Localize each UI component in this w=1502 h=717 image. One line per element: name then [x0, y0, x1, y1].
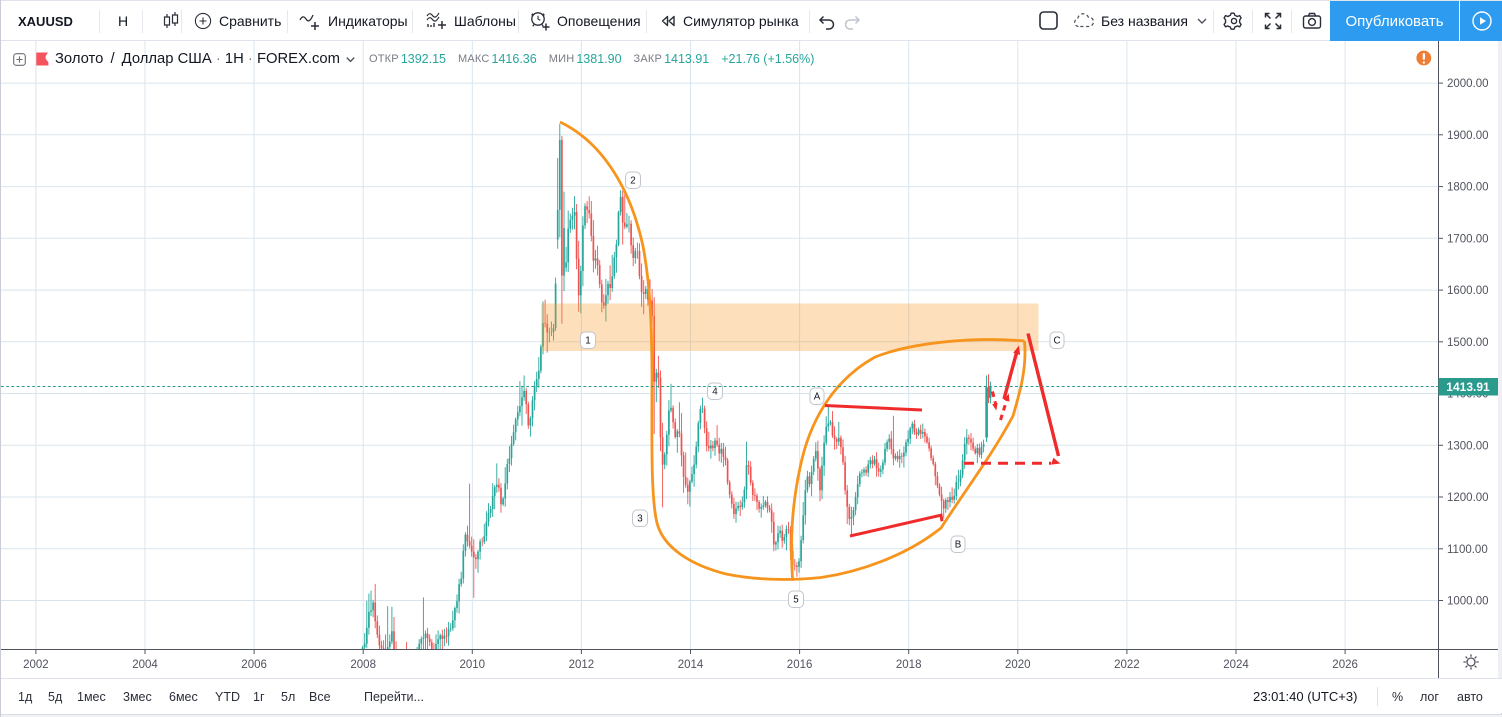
svg-text:2008: 2008 [350, 659, 376, 671]
svg-text:2000.00: 2000.00 [1447, 78, 1489, 90]
svg-text:1800.00: 1800.00 [1447, 182, 1489, 194]
svg-text:2024: 2024 [1223, 659, 1249, 671]
svg-text:1000.00: 1000.00 [1447, 596, 1489, 608]
svg-text:2022: 2022 [1114, 659, 1140, 671]
svg-text:B: B [955, 539, 962, 550]
svg-text:1200.00: 1200.00 [1447, 492, 1489, 504]
svg-text:5: 5 [793, 594, 799, 605]
svg-text:2018: 2018 [896, 659, 922, 671]
svg-text:1300.00: 1300.00 [1447, 440, 1489, 452]
svg-text:1700.00: 1700.00 [1447, 233, 1489, 245]
svg-text:2010: 2010 [460, 659, 486, 671]
svg-text:3: 3 [637, 513, 643, 524]
svg-text:2020: 2020 [1005, 659, 1031, 671]
svg-text:1600.00: 1600.00 [1447, 285, 1489, 297]
svg-text:1413.91: 1413.91 [1446, 380, 1490, 394]
svg-text:2004: 2004 [132, 659, 158, 671]
svg-text:1: 1 [585, 335, 590, 346]
svg-text:A: A [814, 391, 821, 402]
svg-text:2026: 2026 [1332, 659, 1358, 671]
svg-text:1100.00: 1100.00 [1447, 544, 1488, 556]
svg-text:2002: 2002 [23, 659, 49, 671]
svg-text:C: C [1053, 335, 1060, 346]
svg-text:4: 4 [712, 386, 718, 397]
svg-text:1500.00: 1500.00 [1447, 337, 1489, 349]
svg-text:2: 2 [630, 175, 635, 186]
svg-text:2016: 2016 [787, 659, 813, 671]
svg-text:2006: 2006 [241, 659, 267, 671]
svg-text:2012: 2012 [569, 659, 595, 671]
svg-text:1900.00: 1900.00 [1447, 130, 1489, 142]
svg-text:2014: 2014 [678, 659, 704, 671]
